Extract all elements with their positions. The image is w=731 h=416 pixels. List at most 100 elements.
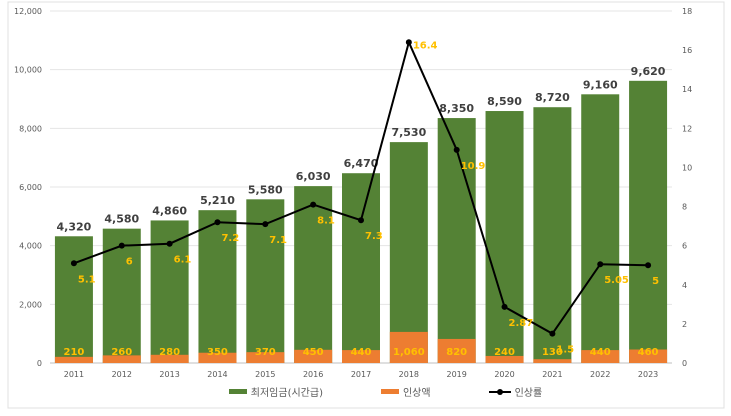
y-tick-label: 2,000: [19, 300, 42, 309]
y-tick-label: 12,000: [14, 7, 42, 16]
x-tick-label: 2012: [112, 370, 132, 379]
rate-point: [405, 39, 412, 46]
rate-point: [262, 221, 269, 228]
wage-bar: [581, 94, 620, 363]
increase-bar: [102, 355, 141, 363]
increase-bar: [246, 352, 285, 363]
increase-bar: [54, 356, 93, 363]
y-tick-label: 0: [37, 359, 42, 368]
rate-data-label: 6.1: [174, 255, 192, 266]
increase-bar: [485, 355, 524, 363]
rate-data-label: 5.05: [604, 275, 629, 286]
increase-data-label: 1,060: [393, 347, 425, 358]
rate-data-label: 8.1: [317, 216, 335, 227]
rate-data-label: 6: [126, 257, 133, 268]
increase-bar: [342, 350, 380, 363]
wage-data-label: 5,210: [200, 194, 235, 207]
y2-tick-label: 2: [682, 320, 687, 329]
rate-data-label: 7.3: [365, 231, 383, 242]
wage-bar: [54, 236, 93, 363]
rate-point: [549, 330, 556, 337]
rate-data-label: 5: [652, 276, 659, 287]
wage-bar: [102, 228, 141, 363]
rate-point: [118, 242, 125, 249]
increase-data-label: 450: [303, 347, 324, 358]
x-tick-label: 2022: [590, 370, 610, 379]
legend-swatch: [228, 389, 247, 394]
rate-point: [501, 303, 508, 310]
wage-data-label: 4,320: [57, 220, 92, 233]
wage-bar: [629, 80, 668, 364]
increase-bar: [198, 352, 237, 363]
increase-bar: [294, 349, 333, 363]
y-tick-label: 6,000: [19, 183, 42, 192]
x-tick-label: 2014: [207, 370, 227, 379]
increase-data-label: 440: [351, 347, 372, 358]
chart-border: [7, 1, 725, 409]
legend-line-marker: [488, 388, 511, 396]
increase-data-label: 350: [207, 347, 228, 358]
wage-bar: [389, 142, 428, 363]
wage-data-label: 5,580: [248, 183, 283, 196]
wage-data-label: 4,580: [104, 213, 139, 226]
increase-data-label: 460: [638, 347, 659, 358]
increase-data-label: 280: [159, 347, 180, 358]
y2-tick-label: 10: [682, 163, 692, 172]
y2-tick-label: 12: [682, 124, 692, 133]
y2-tick-label: 18: [682, 7, 692, 16]
rate-point: [214, 219, 221, 226]
legend-item: 인상액: [380, 384, 431, 399]
rate-point: [358, 217, 364, 224]
wage-data-label: 6,470: [344, 157, 379, 170]
increase-data-label: 210: [63, 347, 84, 358]
y-tick-label: 4,000: [19, 242, 42, 251]
increase-data-label: 370: [255, 347, 276, 358]
rate-point: [70, 260, 77, 267]
y2-tick-label: 8: [682, 203, 687, 212]
wage-bar: [485, 111, 524, 363]
increase-data-label: 240: [494, 347, 515, 358]
rate-data-label: 7.2: [221, 233, 239, 244]
increase-bar: [581, 350, 620, 363]
x-tick-label: 2015: [255, 370, 275, 379]
increase-bar: [389, 331, 428, 363]
y2-tick-label: 16: [682, 46, 692, 55]
increase-bar: [437, 338, 476, 363]
wage-data-label: 9,160: [583, 78, 618, 91]
y2-tick-label: 6: [682, 242, 687, 251]
wage-data-label: 6,030: [296, 170, 331, 183]
wage-data-label: 8,720: [535, 91, 570, 104]
rate-data-label: 2.87: [509, 318, 534, 329]
wage-data-label: 4,860: [152, 204, 187, 217]
increase-bar: [629, 349, 668, 363]
x-tick-label: 2011: [64, 370, 84, 379]
increase-data-label: 440: [590, 347, 611, 358]
increase-data-label: 260: [111, 347, 132, 358]
rate-data-label: 7.1: [269, 235, 287, 246]
x-tick-label: 2016: [303, 370, 323, 379]
legend-label: 인상액: [402, 388, 431, 399]
wage-data-label: 8,350: [439, 102, 474, 115]
increase-bar: [150, 354, 189, 363]
wage-data-label: 7,530: [391, 126, 426, 139]
y2-tick-label: 4: [682, 281, 687, 290]
y2-tick-label: 0: [682, 359, 687, 368]
rate-point: [453, 146, 460, 153]
rate-point: [310, 201, 317, 208]
x-tick-label: 2017: [351, 370, 371, 379]
increase-data-label: 130: [542, 347, 563, 358]
wage-bar: [342, 173, 380, 363]
legend-label: 최저임금(시간급): [250, 388, 323, 399]
legend-label: 인상률: [514, 388, 543, 399]
wage-data-label: 9,620: [631, 65, 666, 78]
rate-data-label: 16.4: [413, 40, 438, 51]
y-tick-label: 10,000: [14, 66, 42, 75]
rate-data-label: 10.9: [461, 161, 486, 172]
y-tick-label: 8,000: [19, 124, 42, 133]
wage-bar: [533, 107, 572, 363]
x-tick-label: 2018: [399, 370, 419, 379]
legend-swatch: [380, 389, 399, 394]
rate-point: [166, 240, 173, 247]
rate-point: [645, 262, 652, 269]
